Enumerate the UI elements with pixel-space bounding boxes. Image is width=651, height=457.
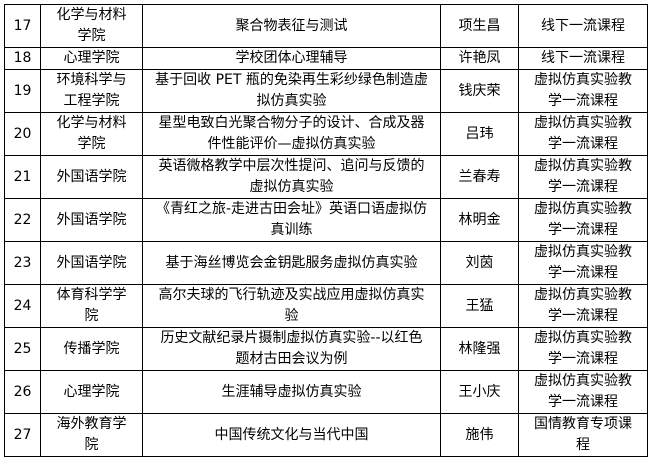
course-table: 17 化学与材料 学院 聚合物表征与测试 项生昌 线下一流课程 18 心理学院 学校团体心理辅… <box>4 4 648 457</box>
course-name: 中国传统文化与当代中国 <box>142 413 441 457</box>
table-row: 23 外国语学院 基于海丝博览会金钥匙服务虚拟仿真实验 刘茵 虚拟仿真实验教 学一流课程 <box>4 241 648 285</box>
teacher-name: 王小庆 <box>440 370 519 414</box>
table-row: 27 海外教育学 院中国传统文化与当代中国 施伟 国情教育专项课 程 <box>4 413 648 457</box>
teacher-name: 王猛 <box>440 284 519 328</box>
table-row: 17 化学与材料 学院 聚合物表征与测试 项生昌 线下一流课程 <box>4 4 648 48</box>
table-row: 22 外国语学院 《青红之旅-走进古田会址》英语口语虚拟仿 真训练 林明金 虚拟仿真实验… <box>4 198 648 242</box>
course-name: 生涯辅导虚拟仿真实验 <box>142 370 441 414</box>
row-number: 20 <box>4 112 41 156</box>
course-name: 聚合物表征与测试 <box>142 4 441 48</box>
table-row: 20 化学与材料 学院 星型电致白光聚合物分子的设计、合成及器 件性能评价—虚拟仿真… <box>4 112 648 156</box>
course-name: 星型电致白光聚合物分子的设计、合成及器 件性能评价—虚拟仿真实验 <box>142 112 441 156</box>
row-number: 21 <box>4 155 41 199</box>
college-name: 外国语学院 <box>40 241 143 285</box>
course-name: 基于回收 PET 瓶的免染再生彩纱绿色制造虚 拟仿真实验 <box>142 69 441 113</box>
teacher-name: 钱庆荣 <box>440 69 519 113</box>
course-category: 虚拟仿真实验教 学一流课程 <box>518 198 648 242</box>
row-number: 19 <box>4 69 41 113</box>
course-category: 线下一流课程 <box>518 4 648 48</box>
college-name: 环境科学与 工程学院 <box>40 69 143 113</box>
college-name: 体育科学学 院 <box>40 284 143 328</box>
course-name: 英语微格教学中层次性提问、追问与反馈的 虚拟仿真实验 <box>142 155 441 199</box>
row-number: 23 <box>4 241 41 285</box>
teacher-name: 施伟 <box>440 413 519 457</box>
college-name: 心理学院 <box>40 47 143 70</box>
college-name: 外国语学院 <box>40 155 143 199</box>
table-row: 18 心理学院 学校团体心理辅导 许艳凤 线下一流课程 <box>4 47 648 70</box>
college-name: 传播学院 <box>40 327 143 371</box>
course-category: 虚拟仿真实验教 学一流课程 <box>518 155 648 199</box>
row-number: 26 <box>4 370 41 414</box>
row-number: 22 <box>4 198 41 242</box>
teacher-name: 吕玮 <box>440 112 519 156</box>
teacher-name: 兰春寿 <box>440 155 519 199</box>
college-name: 海外教育学 院 <box>40 413 143 457</box>
course-name: 基于海丝博览会金钥匙服务虚拟仿真实验 <box>142 241 441 285</box>
teacher-name: 刘茵 <box>440 241 519 285</box>
course-name: 高尔夫球的飞行轨迹及实战应用虚拟仿真实 验 <box>142 284 441 328</box>
course-category: 线下一流课程 <box>518 47 648 70</box>
college-name: 化学与材料 学院 <box>40 4 143 48</box>
college-name: 化学与材料 学院 <box>40 112 143 156</box>
course-category: 虚拟仿真实验教 学一流课程 <box>518 327 648 371</box>
row-number: 24 <box>4 284 41 328</box>
teacher-name: 许艳凤 <box>440 47 519 70</box>
row-number: 25 <box>4 327 41 371</box>
course-category: 虚拟仿真实验教 学一流课程 <box>518 284 648 328</box>
row-number: 18 <box>4 47 41 70</box>
course-category: 虚拟仿真实验教 学一流课程 <box>518 370 648 414</box>
table-row: 25 传播学院 历史文献纪录片摄制虚拟仿真实验--以红色 题材古田会议为例 林隆强 虚拟… <box>4 327 648 371</box>
course-name: 历史文献纪录片摄制虚拟仿真实验--以红色 题材古田会议为例 <box>142 327 441 371</box>
course-name: 《青红之旅-走进古田会址》英语口语虚拟仿 真训练 <box>142 198 441 242</box>
college-name: 外国语学院 <box>40 198 143 242</box>
course-name: 学校团体心理辅导 <box>142 47 441 70</box>
table-row: 21 外国语学院 英语微格教学中层次性提问、追问与反馈的 虚拟仿真实验 兰春寿 虚拟仿真… <box>4 155 648 199</box>
table-row: 26 心理学院 生涯辅导虚拟仿真实验 王小庆 虚拟仿真实验教 学一流课程 <box>4 370 648 414</box>
course-category: 虚拟仿真实验教 学一流课程 <box>518 112 648 156</box>
teacher-name: 林明金 <box>440 198 519 242</box>
teacher-name: 林隆强 <box>440 327 519 371</box>
table-row: 19 环境科学与 工程学院 基于回收 PET 瓶的免染再生彩纱绿色制造虚 拟仿真实验… <box>4 69 648 113</box>
teacher-name: 项生昌 <box>440 4 519 48</box>
row-number: 27 <box>4 413 41 457</box>
course-category: 虚拟仿真实验教 学一流课程 <box>518 69 648 113</box>
row-number: 17 <box>4 4 41 48</box>
course-category: 虚拟仿真实验教 学一流课程 <box>518 241 648 285</box>
table-row: 24 体育科学学 院高尔夫球的飞行轨迹及实战应用虚拟仿真实 验王猛 虚拟仿真实验教 … <box>4 284 648 328</box>
college-name: 心理学院 <box>40 370 143 414</box>
course-category: 国情教育专项课 程 <box>518 413 648 457</box>
